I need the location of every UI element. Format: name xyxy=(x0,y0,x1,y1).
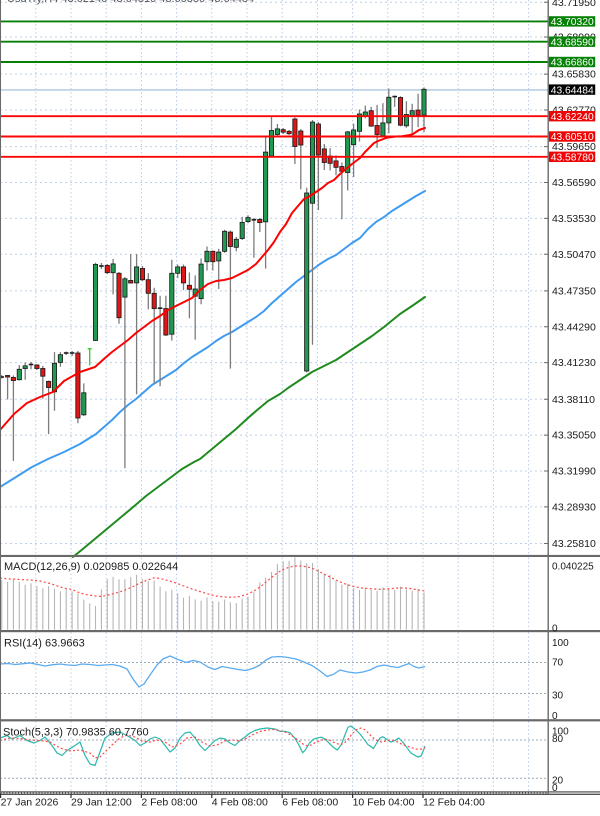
svg-text:43.70320: 43.70320 xyxy=(551,17,594,28)
svg-text:43.50470: 43.50470 xyxy=(552,249,596,261)
svg-text:43.68590: 43.68590 xyxy=(551,37,594,48)
svg-text:100: 100 xyxy=(552,638,569,649)
svg-text:43.65830: 43.65830 xyxy=(552,69,596,81)
svg-text:43.66860: 43.66860 xyxy=(551,58,594,69)
svg-text:43.64484: 43.64484 xyxy=(551,85,594,96)
svg-text:43.59650: 43.59650 xyxy=(552,141,596,153)
svg-text:0: 0 xyxy=(552,783,558,794)
svg-text:80: 80 xyxy=(552,734,564,745)
svg-text:0: 0 xyxy=(552,623,558,634)
svg-text:27 Jan 2026: 27 Jan 2026 xyxy=(1,797,59,809)
svg-text:43.41230: 43.41230 xyxy=(552,357,596,369)
svg-text:43.38110: 43.38110 xyxy=(552,394,595,406)
svg-text:20: 20 xyxy=(552,775,564,786)
svg-text:100: 100 xyxy=(552,726,569,737)
svg-text:43.31990: 43.31990 xyxy=(552,466,596,478)
svg-text:43.44290: 43.44290 xyxy=(552,321,596,333)
svg-text:4 Feb 08:00: 4 Feb 08:00 xyxy=(212,797,268,809)
svg-text:43.62240: 43.62240 xyxy=(551,112,594,123)
svg-text:RSI(14) 63.9663: RSI(14) 63.9663 xyxy=(4,637,85,649)
svg-text:43.60510: 43.60510 xyxy=(551,132,594,143)
svg-text:6 Feb 08:00: 6 Feb 08:00 xyxy=(282,797,338,809)
svg-text:UsdTry,H4 43.62140 43.64810 4: UsdTry,H4 43.62140 43.64810 43.60380 43.… xyxy=(7,0,254,5)
svg-text:43.28930: 43.28930 xyxy=(552,502,596,514)
svg-text:0.040225: 0.040225 xyxy=(552,561,594,572)
svg-text:Stoch(5,3,3) 70.9835 60.7760: Stoch(5,3,3) 70.9835 60.7760 xyxy=(3,726,149,738)
svg-text:43.56590: 43.56590 xyxy=(552,177,596,189)
svg-text:43.25810: 43.25810 xyxy=(552,538,596,550)
svg-text:0: 0 xyxy=(552,711,558,722)
svg-text:29 Jan 12:00: 29 Jan 12:00 xyxy=(71,797,132,809)
svg-text:43.71950: 43.71950 xyxy=(552,0,596,9)
svg-text:43.58780: 43.58780 xyxy=(551,153,594,164)
svg-text:MACD(12,26,9) 0.020985 0.02264: MACD(12,26,9) 0.020985 0.022644 xyxy=(4,561,178,573)
svg-text:12 Feb 04:00: 12 Feb 04:00 xyxy=(423,797,485,809)
svg-text:10 Feb 04:00: 10 Feb 04:00 xyxy=(353,797,415,809)
svg-text:43.53530: 43.53530 xyxy=(552,213,596,225)
svg-text:30: 30 xyxy=(552,690,564,701)
svg-text:43.47350: 43.47350 xyxy=(552,286,596,298)
svg-text:43.35050: 43.35050 xyxy=(552,430,596,442)
svg-text:2 Feb 08:00: 2 Feb 08:00 xyxy=(141,797,197,809)
svg-text:70: 70 xyxy=(552,657,564,668)
